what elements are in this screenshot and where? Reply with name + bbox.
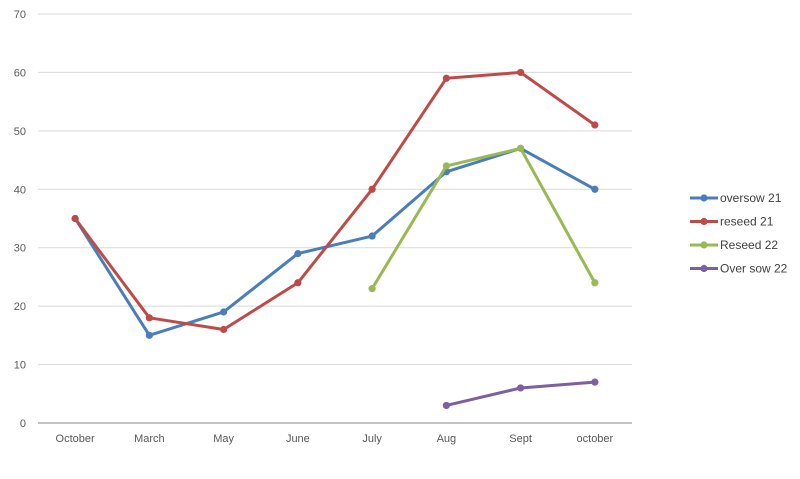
data-point bbox=[220, 325, 228, 334]
legend-label: reseed 21 bbox=[720, 215, 774, 229]
data-point bbox=[442, 401, 450, 410]
x-tick-label: Aug bbox=[437, 433, 457, 445]
y-tick-label: 10 bbox=[14, 360, 26, 372]
legend-item: oversow 21 bbox=[690, 191, 782, 205]
legend: oversow 21 reseed 21 Reseed 22 Over sow 22 bbox=[690, 191, 788, 276]
y-tick-label: 50 bbox=[14, 126, 26, 138]
data-point bbox=[368, 285, 376, 293]
series-lines bbox=[71, 68, 599, 410]
legend-item: Over sow 22 bbox=[690, 262, 788, 276]
series-line bbox=[370, 146, 597, 291]
axes: 0 10 20 30 40 50 60 70 October March May June July Au… bbox=[14, 9, 632, 445]
series-0 bbox=[71, 144, 599, 339]
series-line bbox=[73, 146, 597, 337]
x-tick-label: october bbox=[577, 433, 614, 445]
data-point bbox=[442, 74, 450, 82]
data-point bbox=[294, 249, 302, 258]
y-tick-label: 0 bbox=[20, 418, 26, 430]
data-point bbox=[145, 331, 153, 339]
legend-label: Reseed 22 bbox=[720, 238, 778, 252]
data-point bbox=[591, 185, 599, 193]
x-tick-label: June bbox=[286, 433, 310, 445]
data-point bbox=[220, 308, 228, 316]
series-3 bbox=[442, 378, 599, 410]
data-point bbox=[145, 314, 153, 322]
legend-swatch-marker bbox=[700, 217, 708, 226]
data-point bbox=[442, 162, 450, 170]
legend-item: reseed 21 bbox=[690, 215, 774, 229]
series-1 bbox=[71, 68, 599, 334]
gridlines bbox=[38, 13, 632, 366]
legend-label: oversow 21 bbox=[720, 191, 782, 205]
data-point bbox=[368, 185, 376, 193]
x-tick-label: July bbox=[362, 433, 382, 445]
data-point bbox=[517, 144, 525, 152]
data-point bbox=[517, 384, 525, 392]
series-line bbox=[73, 70, 597, 332]
x-tick-label: May bbox=[213, 433, 234, 445]
data-point bbox=[294, 279, 302, 287]
legend-swatch-marker bbox=[700, 264, 708, 273]
series-2 bbox=[368, 144, 599, 293]
legend-label: Over sow 22 bbox=[720, 262, 788, 276]
data-point bbox=[368, 232, 376, 240]
y-tick-label: 30 bbox=[14, 243, 26, 255]
data-point bbox=[71, 214, 79, 223]
x-tick-label: Sept bbox=[509, 433, 532, 445]
data-point bbox=[517, 68, 525, 77]
legend-item: Reseed 22 bbox=[690, 238, 778, 252]
legend-swatch-marker bbox=[700, 241, 708, 249]
data-point bbox=[591, 378, 599, 386]
data-point bbox=[591, 121, 599, 129]
legend-swatch-marker bbox=[700, 194, 708, 202]
x-tick-label: March bbox=[134, 433, 165, 445]
x-tick-label: October bbox=[56, 433, 95, 445]
y-tick-label: 60 bbox=[14, 67, 26, 79]
y-tick-label: 40 bbox=[14, 184, 26, 196]
y-tick-label: 20 bbox=[14, 301, 26, 313]
data-point bbox=[591, 279, 599, 287]
y-tick-label: 70 bbox=[14, 9, 26, 21]
